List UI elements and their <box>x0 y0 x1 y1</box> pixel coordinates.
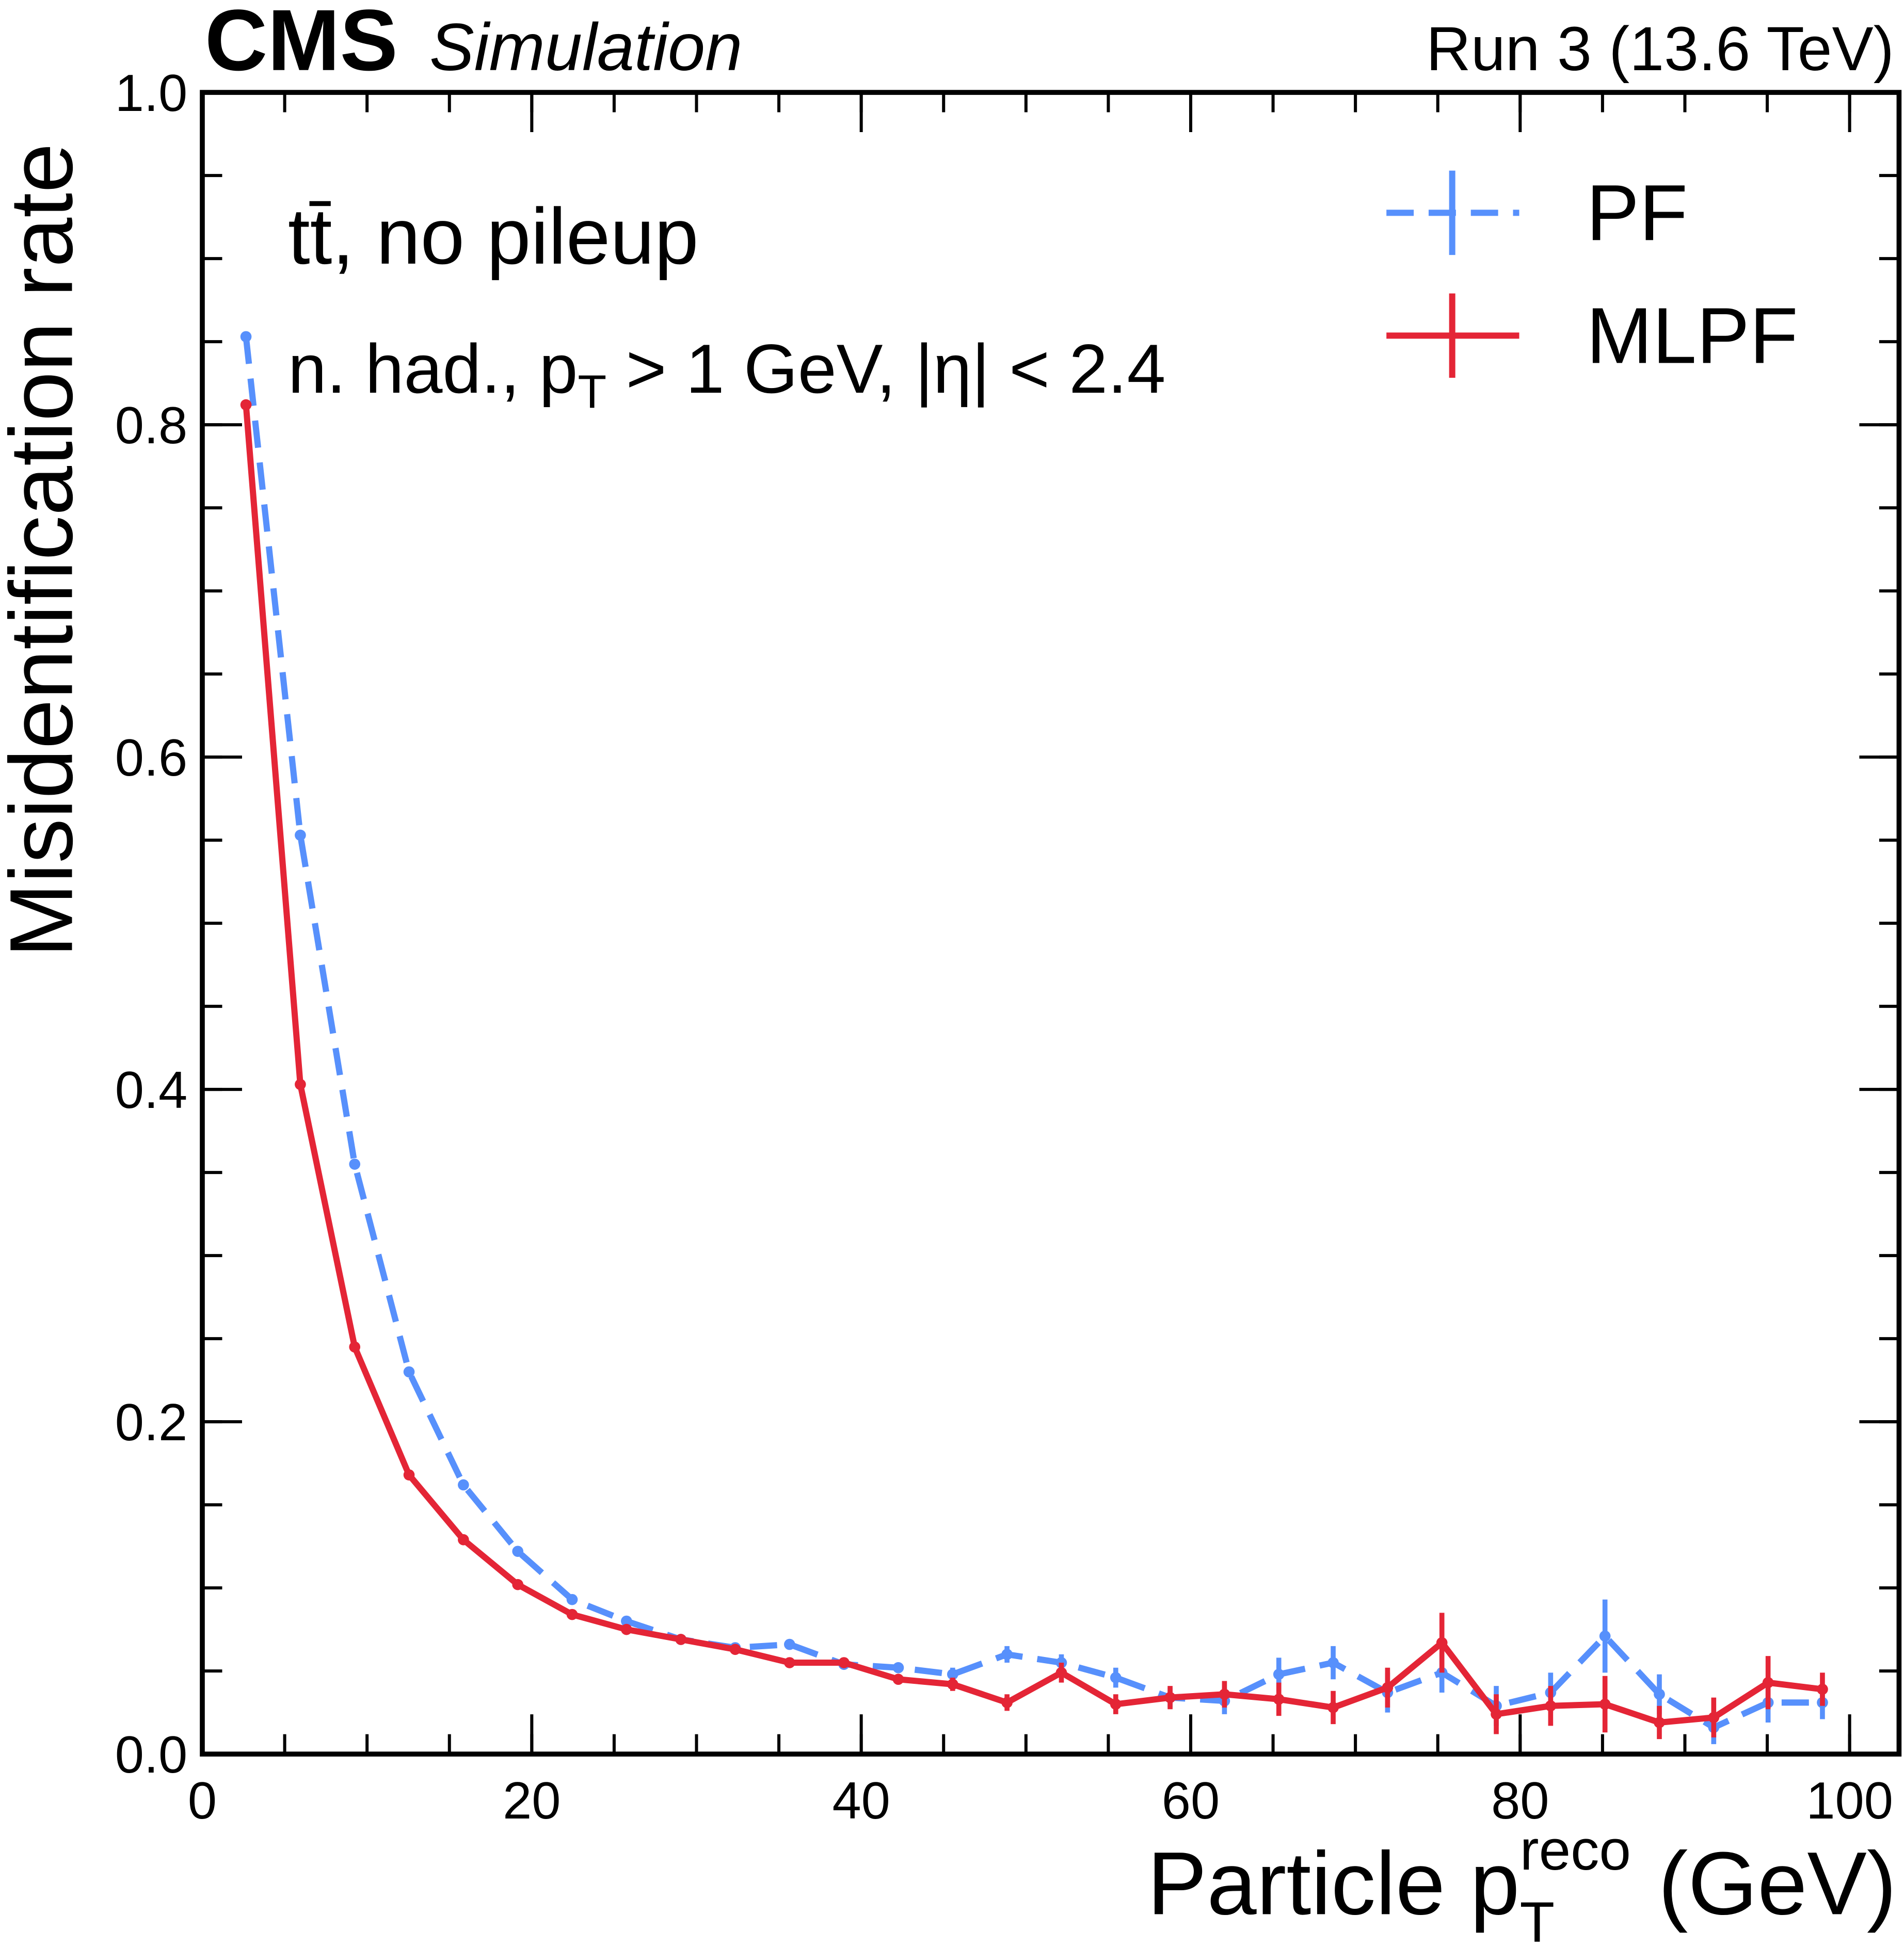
data-point <box>1817 1683 1828 1695</box>
y-tick-label: 0.2 <box>115 1394 187 1452</box>
data-point <box>838 1657 850 1668</box>
annotation: n. had., pT > 1 GeV, |η| < 2.4 <box>288 330 1166 418</box>
x-tick-label: 60 <box>1162 1772 1220 1830</box>
data-point <box>1491 1709 1502 1720</box>
y-tick-label: 0.8 <box>115 397 187 455</box>
annotation-text: n. had., p <box>288 330 578 408</box>
x-tick-label: 40 <box>832 1772 890 1830</box>
x-tick-label: 80 <box>1491 1772 1549 1830</box>
y-tick-label: 0.4 <box>115 1061 187 1119</box>
data-point <box>947 1668 958 1680</box>
data-point <box>1055 1667 1067 1679</box>
data-point <box>675 1634 686 1645</box>
data-point <box>1110 1672 1122 1683</box>
data-point <box>349 1341 361 1353</box>
data-point <box>1273 1668 1285 1680</box>
data-point <box>1001 1649 1013 1660</box>
data-point <box>621 1615 632 1627</box>
x-tick-label: 20 <box>503 1772 561 1830</box>
data-point <box>1110 1698 1122 1710</box>
data-point <box>1382 1682 1394 1694</box>
data-point <box>729 1644 741 1655</box>
data-point <box>621 1623 632 1635</box>
data-point <box>349 1158 361 1170</box>
data-point <box>1545 1700 1557 1712</box>
y-axis-label: Misidentification rate <box>0 143 91 957</box>
y-tick-label: 0.0 <box>115 1726 187 1784</box>
annotation-text: tt̄, no pileup <box>288 192 699 281</box>
legend-label: MLPF <box>1586 291 1798 380</box>
annotation-text: > 1 GeV, |η| < 2.4 <box>606 330 1165 408</box>
x-tick-label: 100 <box>1806 1772 1893 1830</box>
y-tick-label: 0.6 <box>115 729 187 787</box>
data-point <box>892 1662 904 1674</box>
series-line <box>243 404 1823 1726</box>
data-point <box>1762 1677 1774 1688</box>
data-point <box>566 1594 578 1605</box>
data-point <box>1654 1688 1665 1700</box>
run-label: Run 3 (13.6 TeV) <box>1426 14 1894 84</box>
data-point <box>240 399 252 411</box>
x-axis-label: Particle pTreco (GeV) <box>1147 1819 1897 1947</box>
data-point <box>1599 1698 1611 1710</box>
annotation-sub: T <box>578 365 606 418</box>
y-tick-label: 1.0 <box>115 65 187 122</box>
x-label-unit: (GeV) <box>1658 1833 1897 1933</box>
data-point <box>512 1579 524 1590</box>
data-point <box>403 1469 415 1481</box>
data-point <box>240 331 252 343</box>
annotation: tt̄, no pileup <box>288 192 699 281</box>
experiment-status: Simulation <box>429 9 742 85</box>
data-point <box>458 1534 469 1546</box>
legend-label: PF <box>1586 168 1688 257</box>
data-point <box>1219 1688 1230 1700</box>
data-point <box>295 829 306 841</box>
data-point <box>566 1608 578 1620</box>
data-point <box>458 1479 469 1491</box>
experiment: CMS <box>205 0 398 89</box>
data-point <box>1164 1692 1176 1703</box>
data-point <box>295 1079 306 1090</box>
data-point <box>783 1638 795 1650</box>
data-point <box>947 1679 958 1690</box>
data-point <box>512 1546 524 1557</box>
x-label-sup: reco <box>1520 1819 1631 1882</box>
plot-frame <box>200 90 1902 1757</box>
x-label-sub: T <box>1520 1890 1555 1947</box>
x-tick-label: 0 <box>188 1772 217 1830</box>
data-point <box>1327 1702 1339 1713</box>
data-point <box>1327 1657 1339 1668</box>
x-label-main: Particle p <box>1147 1833 1520 1933</box>
series-line <box>243 336 1822 1731</box>
data-point <box>1436 1637 1448 1649</box>
data-point <box>403 1366 415 1378</box>
data-point <box>1273 1694 1285 1705</box>
data-point <box>1708 1712 1720 1724</box>
data-point <box>1001 1697 1013 1709</box>
data-point <box>783 1657 795 1668</box>
data-point <box>1654 1717 1665 1728</box>
data-point <box>1599 1630 1611 1642</box>
data-point <box>892 1674 904 1685</box>
